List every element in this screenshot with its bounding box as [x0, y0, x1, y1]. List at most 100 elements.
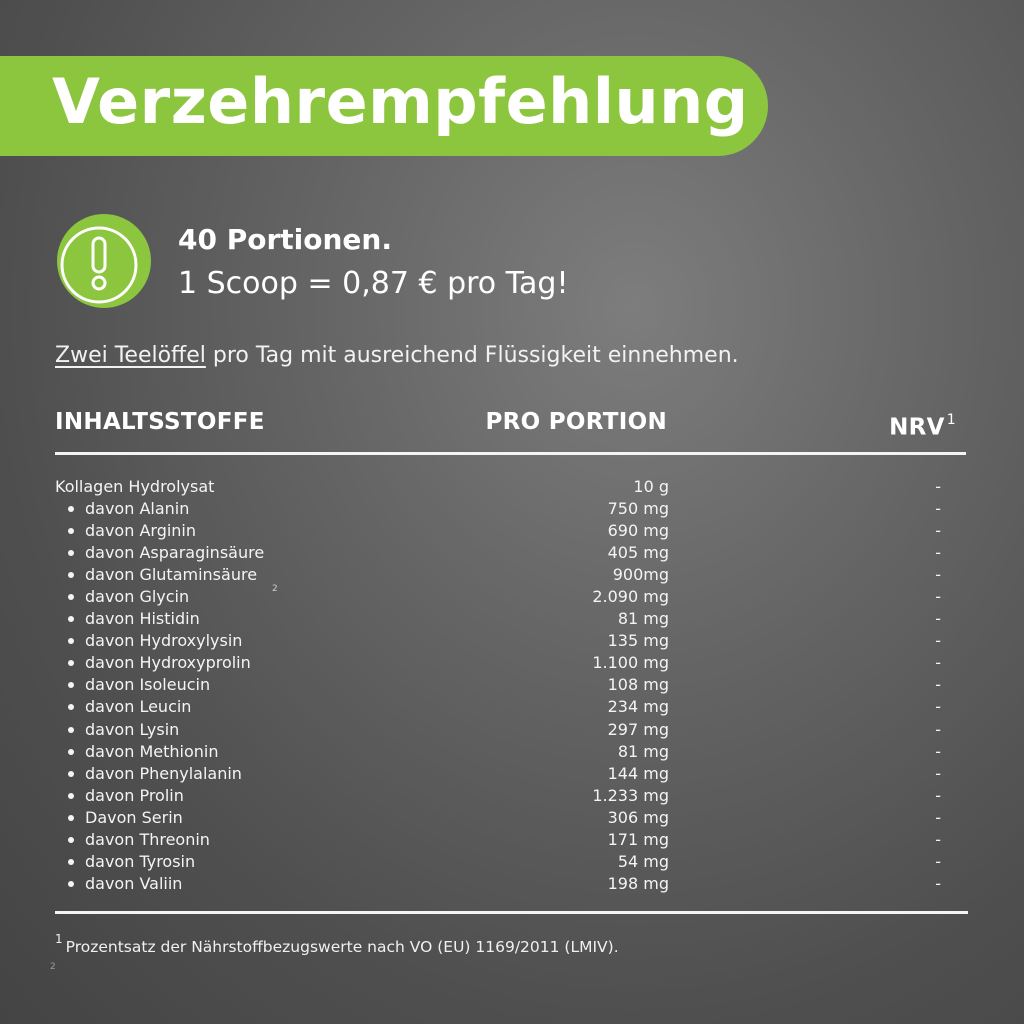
table-row: Davon Serin 306 mg - [55, 807, 955, 829]
ingredient-nrv: - [935, 829, 941, 849]
table-row: davon Arginin 690 mg - [55, 520, 955, 542]
header-nrv: NRV 1 [889, 406, 956, 444]
footnote-text: Prozentsatz der Nährstoffbezugswerte nac… [65, 938, 619, 957]
bullet-icon [68, 770, 74, 777]
bullet-icon [68, 792, 74, 799]
ingredient-name: davon Hydroxyprolin [85, 653, 251, 673]
ingredient-amount: 405 mg [607, 543, 669, 563]
table-row: davon Leucin 234 mg - [55, 696, 955, 718]
table-bottom-divider [55, 911, 968, 914]
table-row: davon Histidin 81 mg - [55, 608, 955, 630]
ingredient-name: davon Valiin [85, 873, 183, 893]
bullet-icon [68, 880, 74, 887]
table-row: davon Methionin 81 mg - [55, 741, 955, 763]
ingredient-amount: 306 mg [607, 807, 669, 827]
ingredient-name: Kollagen Hydrolysat [55, 477, 215, 496]
ingredient-nrv: - [935, 741, 941, 761]
ingredient-nrv: - [935, 565, 941, 585]
ingredient-nrv: - [935, 609, 941, 629]
table-row: davon Glutaminsäure 900mg - [55, 564, 955, 586]
ingredient-name: davon Histidin [85, 609, 200, 629]
stray-footnote-mark: 2 [272, 584, 278, 594]
bullet-icon [68, 638, 74, 645]
table-row: davon Hydroxylysin 135 mg - [55, 630, 955, 652]
ingredient-name: davon Methionin [85, 741, 219, 761]
table-row: davon Prolin 1.233 mg - [55, 785, 955, 807]
ingredients-table: Kollagen Hydrolysat 10 g - davon Alanin 750 … [55, 476, 955, 895]
footnote-marker: 1 [55, 932, 63, 946]
table-row: davon Lysin 297 mg - [55, 719, 955, 741]
bullet-icon [68, 726, 74, 733]
ingredient-name: Davon Serin [85, 807, 183, 827]
ingredient-nrv: - [935, 675, 941, 695]
ingredient-amount: 900mg [612, 565, 669, 585]
bullet-icon [68, 550, 74, 557]
ingredient-amount: 297 mg [607, 719, 669, 739]
portions-text: 40 Portionen. [178, 223, 392, 256]
ingredient-nrv: - [935, 521, 941, 541]
ingredient-nrv: - [935, 631, 941, 651]
ingredient-name: davon Tyrosin [85, 851, 196, 871]
ingredient-amount: 135 mg [607, 631, 669, 651]
ingredient-nrv: - [935, 543, 941, 563]
ingredient-name: davon Threonin [85, 829, 210, 849]
ingredient-nrv: - [935, 477, 941, 496]
ingredient-name: davon Lysin [85, 719, 180, 739]
ingredient-amount: 81 mg [617, 741, 669, 761]
ingredient-nrv: - [935, 851, 941, 871]
table-top-divider [55, 452, 966, 455]
ingredient-nrv: - [935, 653, 941, 673]
ingredient-name: davon Asparaginsäure [85, 543, 265, 563]
ingredient-name: davon Glutaminsäure [85, 565, 258, 585]
ingredient-amount: 171 mg [607, 829, 669, 849]
ingredient-amount: 234 mg [607, 697, 669, 717]
ingredient-name: davon Prolin [85, 785, 184, 805]
bullet-icon [68, 594, 74, 601]
ingredient-name: davon Leucin [85, 697, 192, 717]
ingredient-amount: 750 mg [607, 499, 669, 519]
bullet-icon [68, 836, 74, 843]
price-text: 1 Scoop = 0,87 € pro Tag! [178, 266, 569, 301]
ingredient-nrv: - [935, 873, 941, 893]
bullet-icon [68, 528, 74, 535]
bullet-icon [68, 506, 74, 513]
table-row: davon Alanin 750 mg - [55, 498, 955, 520]
ingredient-amount: 690 mg [607, 521, 669, 541]
bullet-icon [68, 682, 74, 689]
footnote: 1 Prozentsatz der Nährstoffbezugswerte na… [55, 930, 619, 959]
ingredient-nrv: - [935, 785, 941, 805]
bullet-icon [68, 814, 74, 821]
table-row: davon Isoleucin 108 mg - [55, 674, 955, 696]
ingredient-name: davon Isoleucin [85, 675, 211, 695]
dosage-link[interactable]: Zwei Teelöffel [55, 343, 206, 368]
ingredient-nrv: - [935, 807, 941, 827]
ingredient-nrv: - [935, 697, 941, 717]
bullet-icon [68, 704, 74, 711]
ingredient-amount: 2.090 mg [592, 587, 669, 607]
ingredient-name: davon Hydroxylysin [85, 631, 243, 651]
ingredient-amount: 10 g [633, 477, 669, 496]
ingredient-name: davon Phenylalanin [85, 763, 242, 783]
ingredient-amount: 1.100 mg [592, 653, 669, 673]
ingredient-nrv: - [935, 719, 941, 739]
dosage-text: pro Tag mit ausreichend Flüssigkeit einn… [205, 343, 739, 368]
ingredient-name: davon Alanin [85, 499, 190, 519]
ingredient-amount: 54 mg [617, 851, 669, 871]
ingredient-name: davon Arginin [85, 521, 197, 541]
bullet-icon [68, 616, 74, 623]
bullet-icon [68, 748, 74, 755]
header-nrv-footnote-marker: 1 [946, 412, 956, 428]
ingredient-amount: 198 mg [607, 873, 669, 893]
header-per-portion: PRO PORTION [485, 409, 667, 435]
bullet-icon [68, 660, 74, 667]
table-row: davon Phenylalanin 144 mg - [55, 763, 955, 785]
ingredient-nrv: - [935, 499, 941, 519]
ingredient-amount: 108 mg [607, 675, 669, 695]
table-row: Kollagen Hydrolysat 10 g - [55, 476, 955, 498]
table-row: davon Threonin 171 mg - [55, 829, 955, 851]
header-ingredients: INHALTSSTOFFE [55, 409, 265, 435]
table-row: davon Hydroxyprolin 1.100 mg - [55, 652, 955, 674]
title-banner [0, 56, 768, 156]
exclamation-icon [52, 212, 156, 310]
table-row: davon Glycin 2.090 mg - [55, 586, 955, 608]
